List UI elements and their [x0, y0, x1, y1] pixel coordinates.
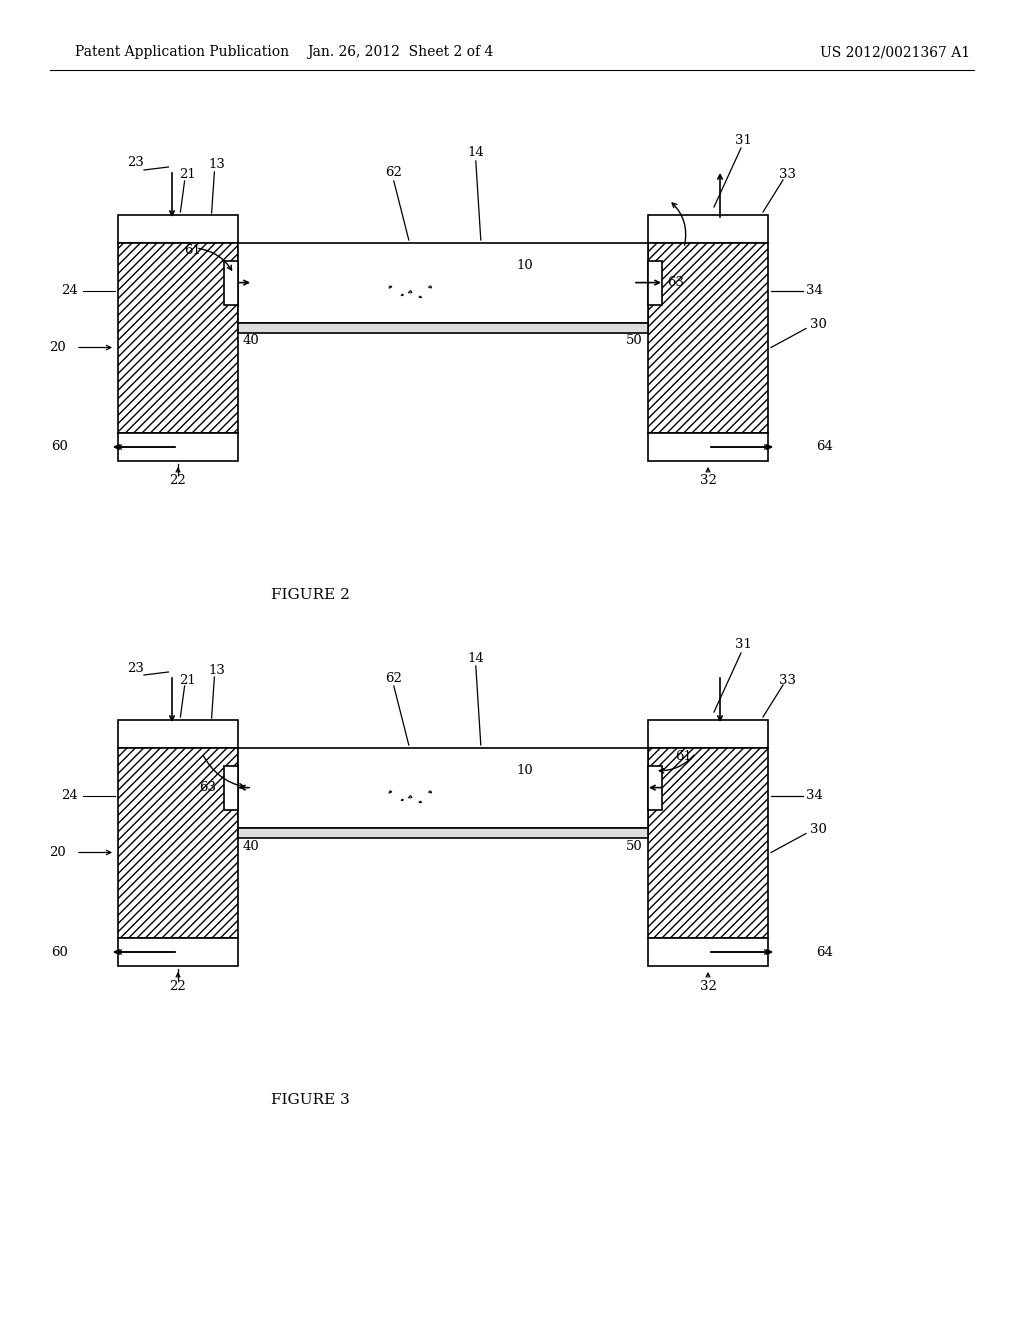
Bar — [648, 939, 768, 966]
Text: 63: 63 — [199, 781, 216, 795]
Text: 24: 24 — [61, 284, 78, 297]
Text: 61: 61 — [676, 750, 692, 763]
Text: 32: 32 — [699, 979, 717, 993]
Polygon shape — [389, 285, 392, 288]
Text: 10: 10 — [517, 764, 534, 777]
Text: 24: 24 — [61, 789, 78, 803]
Text: 20: 20 — [49, 341, 66, 354]
Text: 34: 34 — [806, 284, 823, 297]
Text: 14: 14 — [467, 147, 484, 160]
Text: 30: 30 — [810, 318, 826, 331]
Text: 64: 64 — [816, 441, 833, 454]
Text: 32: 32 — [699, 474, 717, 487]
Bar — [648, 260, 662, 305]
Text: 40: 40 — [243, 840, 260, 853]
Text: 14: 14 — [467, 652, 484, 664]
Bar — [118, 243, 238, 433]
Polygon shape — [428, 286, 431, 288]
Bar — [648, 243, 768, 433]
Text: 23: 23 — [128, 157, 144, 169]
Polygon shape — [419, 801, 421, 803]
Bar — [648, 433, 768, 461]
Text: 50: 50 — [627, 840, 643, 853]
Text: 63: 63 — [667, 276, 684, 289]
Polygon shape — [401, 799, 403, 801]
Bar — [118, 215, 238, 243]
Text: 62: 62 — [385, 166, 402, 180]
Polygon shape — [401, 294, 403, 296]
Text: FIGURE 3: FIGURE 3 — [270, 1093, 349, 1107]
Bar — [118, 939, 238, 966]
Text: Jan. 26, 2012  Sheet 2 of 4: Jan. 26, 2012 Sheet 2 of 4 — [307, 45, 494, 59]
Bar — [648, 766, 662, 809]
Bar — [648, 215, 768, 243]
Text: 64: 64 — [816, 945, 833, 958]
Text: 31: 31 — [734, 639, 752, 652]
Bar — [238, 828, 648, 838]
Text: 21: 21 — [179, 169, 196, 181]
Text: 60: 60 — [51, 441, 68, 454]
Text: 21: 21 — [179, 673, 196, 686]
Text: 40: 40 — [243, 334, 260, 347]
Text: 31: 31 — [734, 133, 752, 147]
Text: 62: 62 — [385, 672, 402, 685]
Text: US 2012/0021367 A1: US 2012/0021367 A1 — [820, 45, 970, 59]
Text: 61: 61 — [184, 244, 201, 257]
Polygon shape — [419, 296, 421, 298]
Bar — [224, 766, 238, 809]
Text: 13: 13 — [208, 158, 225, 172]
Bar — [648, 719, 768, 748]
Polygon shape — [428, 791, 431, 793]
Text: 10: 10 — [517, 259, 534, 272]
Text: 23: 23 — [128, 661, 144, 675]
Bar — [118, 719, 238, 748]
Polygon shape — [409, 290, 412, 293]
Polygon shape — [389, 791, 392, 793]
Text: 50: 50 — [627, 334, 643, 347]
Text: FIGURE 2: FIGURE 2 — [270, 587, 349, 602]
Polygon shape — [409, 796, 412, 799]
Text: 30: 30 — [810, 824, 826, 836]
Text: 34: 34 — [806, 789, 823, 803]
Text: 13: 13 — [208, 664, 225, 676]
Text: 22: 22 — [170, 979, 186, 993]
Bar — [238, 243, 648, 323]
Bar — [648, 748, 768, 939]
Text: 33: 33 — [779, 673, 797, 686]
Bar — [118, 748, 238, 939]
Text: Patent Application Publication: Patent Application Publication — [75, 45, 289, 59]
Bar — [238, 323, 648, 333]
Text: 22: 22 — [170, 474, 186, 487]
Text: 33: 33 — [779, 169, 797, 181]
Bar — [118, 433, 238, 461]
Text: 60: 60 — [51, 945, 68, 958]
Text: 20: 20 — [49, 846, 66, 859]
Bar — [238, 748, 648, 828]
Bar — [224, 260, 238, 305]
